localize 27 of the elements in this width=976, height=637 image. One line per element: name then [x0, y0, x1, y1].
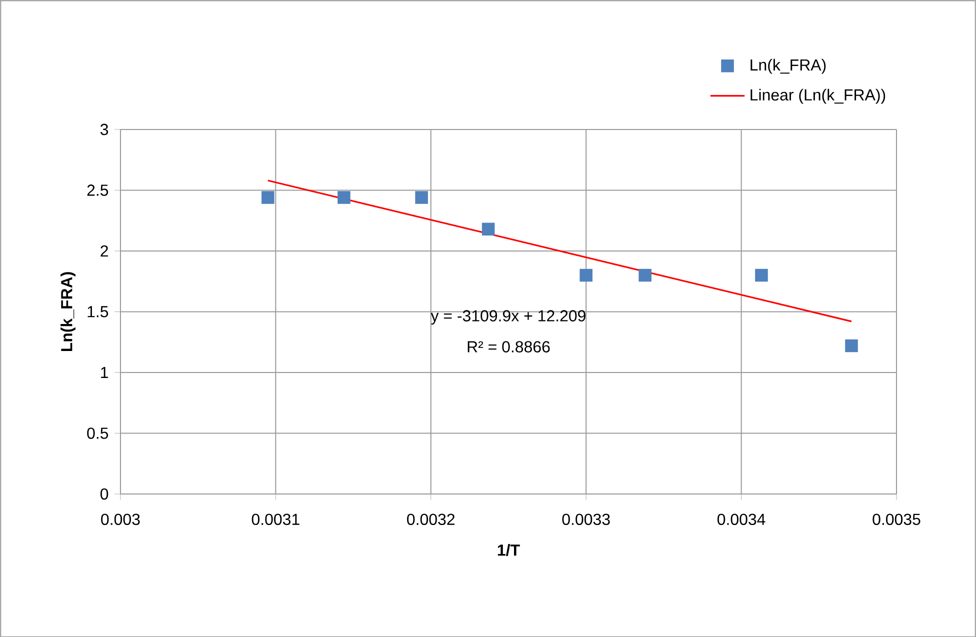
point	[415, 190, 428, 204]
x-tick-label: 0.0034	[717, 514, 766, 525]
y-axis-title: Ln(k_FRA)	[60, 272, 76, 351]
x-tick-label: 0.0032	[407, 514, 455, 525]
point	[580, 268, 592, 282]
x-tick-label: 0.0035	[872, 514, 920, 525]
x-tick-label: 0.0033	[562, 514, 610, 525]
annotation: y = -3109.9x + 12.209	[430, 310, 586, 324]
point	[338, 190, 350, 204]
y-tick-label: 0	[100, 488, 108, 500]
legend-label: Linear (Ln(k_FRA))	[750, 88, 886, 104]
y-tick-label: 2	[100, 245, 108, 256]
y-tick-label: 3	[100, 124, 108, 135]
y-tick-label: 1.5	[88, 306, 108, 318]
x-tick-label: 0.003	[101, 514, 140, 525]
y-tick-label: 2.5	[87, 184, 108, 196]
point	[638, 268, 652, 282]
annotation: R² = 0.8866	[468, 340, 550, 352]
point	[845, 339, 858, 352]
point	[755, 268, 768, 282]
y-tick-label: 1	[101, 366, 108, 378]
point	[482, 222, 495, 236]
y-tick-label: 0.5	[87, 427, 108, 439]
point	[262, 190, 274, 204]
legend-label: Ln(k_FRA)	[750, 58, 826, 74]
x-axis-title: 1/T	[498, 544, 520, 556]
x-tick-label: 0.0031	[252, 514, 300, 525]
